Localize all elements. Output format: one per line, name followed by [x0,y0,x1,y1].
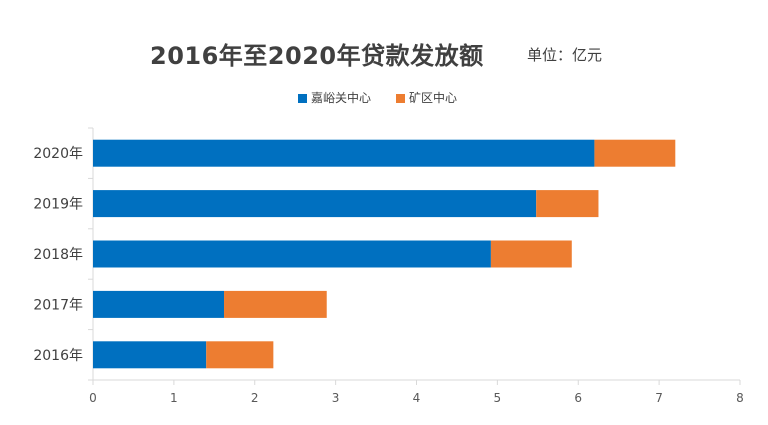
chart-title-row: 2016年至2020年贷款发放额 单位：亿元 [0,36,768,70]
legend-item-series-1: 嘉峪关中心 [298,89,371,106]
bar-segment-series-1 [93,190,537,218]
bar-segment-series-2 [490,240,572,268]
x-tick-label: 1 [170,391,178,405]
y-category-label: 2017年 [33,297,83,313]
x-tick-label: 7 [655,391,663,405]
y-category-label: 2020年 [33,146,83,162]
x-tick-label: 2 [251,391,259,405]
x-tick-label: 5 [494,391,502,405]
y-category-label: 2016年 [33,348,83,364]
bar-segment-series-1 [93,139,595,167]
x-tick-label: 4 [413,391,421,405]
chart-unit-label: 单位：亿元 [527,46,603,64]
x-tick-label: 3 [332,391,340,405]
legend-label-series-2: 矿区中心 [409,91,458,105]
chart-title: 2016年至2020年贷款发放额 [150,42,484,70]
bar-segment-series-2 [536,190,599,218]
bar-segment-series-2 [206,341,274,369]
bar-segment-series-1 [93,290,225,318]
legend-swatch-series-1 [298,94,307,103]
bar-segment-series-2 [224,290,327,318]
legend-swatch-series-2 [396,94,405,103]
legend-label-series-1: 嘉峪关中心 [311,91,372,105]
bar-segment-series-1 [93,341,207,369]
legend-item-series-2: 矿区中心 [396,89,457,106]
y-category-label: 2018年 [33,247,83,263]
bar-segment-series-2 [594,139,676,167]
y-category-label: 2019年 [33,197,83,213]
x-tick-label: 8 [736,391,744,405]
x-tick-label: 6 [574,391,582,405]
bar-segment-series-1 [93,240,491,268]
x-tick-label: 0 [89,391,97,405]
